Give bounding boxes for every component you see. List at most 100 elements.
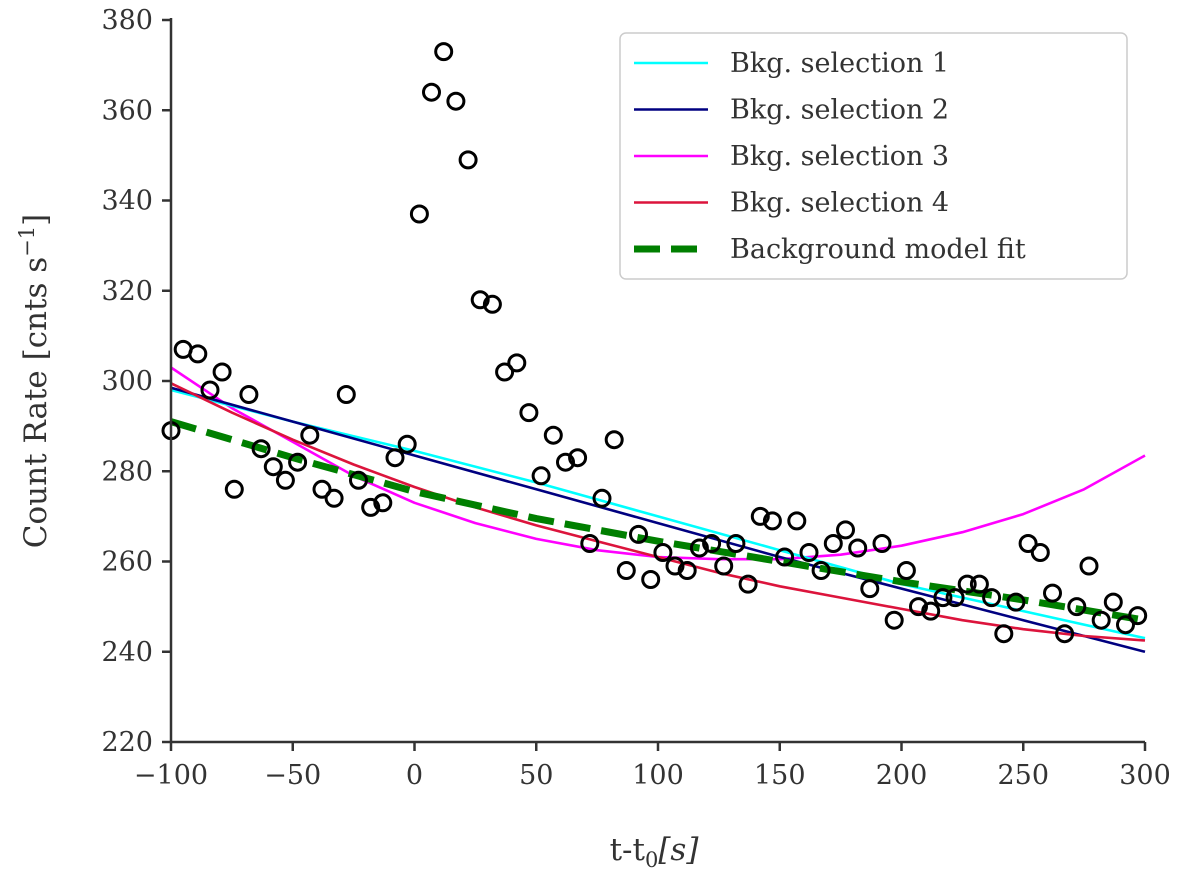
data-point — [568, 448, 588, 468]
data-point — [787, 511, 807, 531]
data-point — [251, 439, 271, 459]
y-tick-label: 360 — [101, 95, 153, 126]
data-point — [434, 42, 454, 62]
data-point — [458, 150, 478, 170]
data-point — [714, 556, 734, 576]
data-point — [994, 624, 1014, 644]
data-point — [212, 362, 232, 382]
data-point — [629, 524, 648, 544]
data-point — [982, 588, 1002, 608]
series-lines — [170, 366, 1146, 654]
data-point — [1006, 592, 1026, 612]
data-point — [750, 506, 770, 526]
data-point — [1116, 615, 1135, 635]
data-point — [945, 588, 965, 608]
data-point — [775, 547, 795, 567]
data-point — [1103, 592, 1123, 612]
data-point — [665, 556, 685, 576]
data-point — [275, 470, 295, 490]
data-point — [200, 380, 220, 400]
series-line-2 — [170, 386, 1146, 654]
y-tick-label: 220 — [101, 727, 153, 758]
data-point — [604, 430, 624, 450]
data-point — [495, 362, 515, 382]
x-axis-label: t-t0[s] — [610, 832, 700, 872]
data-point — [385, 448, 405, 468]
y-tick-label: 300 — [101, 366, 153, 397]
data-point — [312, 479, 332, 499]
y-tick-label: 340 — [101, 186, 153, 217]
data-point — [677, 561, 697, 580]
data-point — [726, 534, 746, 553]
series-line-5 — [170, 418, 1146, 624]
data-point — [811, 561, 831, 580]
x-tick-label: 200 — [876, 760, 928, 791]
x-tick-label: 50 — [519, 760, 553, 791]
data-point — [641, 570, 661, 589]
data-point — [543, 425, 563, 445]
data-point — [1055, 624, 1075, 644]
data-point — [361, 497, 381, 517]
y-tick-label: 240 — [101, 637, 153, 668]
data-point — [1067, 597, 1087, 617]
data-point — [1128, 606, 1148, 626]
data-point — [519, 403, 539, 423]
data-point — [969, 574, 989, 594]
x-tick-label: 300 — [1119, 760, 1171, 791]
data-point — [884, 610, 904, 630]
data-point — [1043, 583, 1062, 603]
data-point — [848, 538, 868, 558]
data-point — [1091, 610, 1111, 630]
data-point — [592, 488, 612, 508]
data-point — [409, 204, 429, 224]
data-point — [909, 597, 928, 617]
legend-frame — [619, 32, 1128, 280]
data-point — [263, 457, 283, 477]
x-tick-label: 100 — [632, 760, 684, 791]
y-ticks: 220 240 260 280 300 320 340 360 380 — [101, 5, 171, 758]
data-point — [397, 434, 417, 454]
data-point — [738, 574, 758, 594]
data-point — [689, 538, 709, 558]
scatter-points — [161, 42, 1148, 644]
data-point — [896, 561, 916, 580]
data-point — [799, 543, 819, 562]
data-point — [239, 385, 259, 404]
data-point — [1079, 556, 1099, 576]
y-tick-label: 260 — [101, 547, 153, 578]
data-point — [836, 520, 855, 540]
data-point — [422, 82, 441, 102]
data-point — [446, 91, 466, 111]
legend: Bkg. selection 1 Bkg. selection 2 Bkg. sel… — [619, 32, 1128, 280]
data-point — [324, 488, 344, 508]
legend-label-3: Bkg. selection 3 — [730, 141, 949, 172]
x-tick-label: 150 — [754, 760, 806, 791]
data-point — [373, 493, 393, 513]
x-tick-label: 0 — [406, 760, 423, 791]
data-point — [762, 511, 782, 531]
data-point — [957, 574, 977, 594]
series-line-1 — [170, 388, 1146, 640]
legend-label-4: Bkg. selection 4 — [730, 188, 949, 219]
y-tick-label: 280 — [101, 456, 153, 487]
data-point — [531, 466, 551, 486]
data-point — [300, 425, 320, 445]
data-point — [860, 579, 880, 599]
data-point — [556, 452, 575, 472]
data-point — [1018, 534, 1038, 553]
data-point — [288, 452, 308, 472]
data-point — [702, 534, 722, 553]
x-tick-label: −100 — [134, 760, 208, 791]
data-point — [933, 588, 953, 608]
data-point — [1030, 543, 1050, 562]
legend-label-1: Bkg. selection 1 — [730, 48, 949, 79]
data-point — [653, 543, 673, 562]
data-point — [349, 470, 368, 490]
x-tick-label: −50 — [264, 760, 321, 791]
data-point — [921, 601, 941, 621]
legend-label-5: Background model fit — [730, 234, 1026, 265]
data-point — [470, 290, 490, 310]
y-axis-label: Count Rate [cnts s−1] — [15, 214, 54, 548]
data-point — [580, 534, 600, 553]
